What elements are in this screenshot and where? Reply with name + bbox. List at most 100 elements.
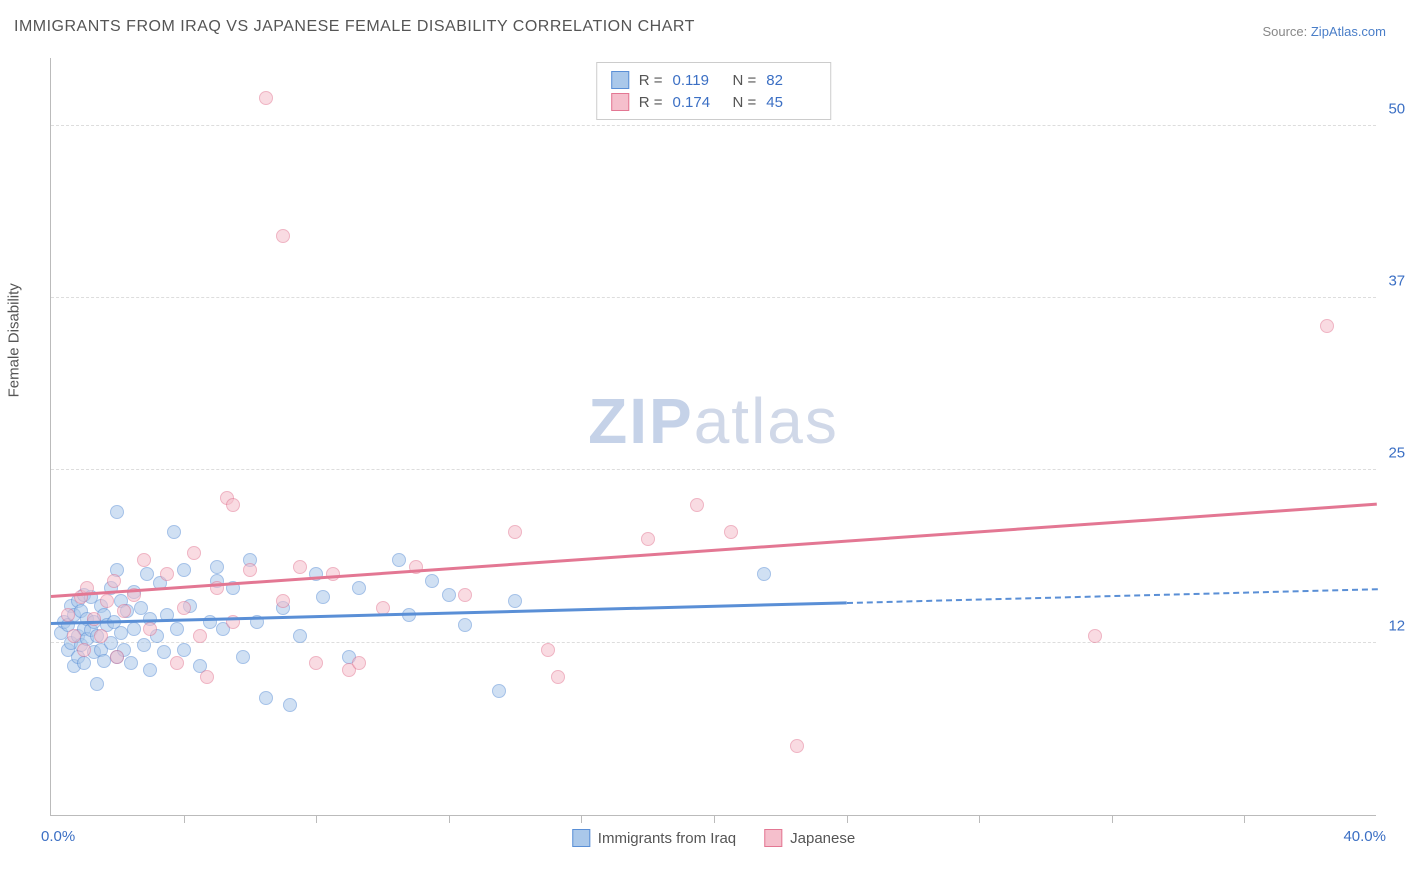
scatter-point (508, 525, 522, 539)
scatter-point (243, 563, 257, 577)
chart-title: IMMIGRANTS FROM IRAQ VS JAPANESE FEMALE … (14, 18, 695, 36)
scatter-point (641, 532, 655, 546)
scatter-point (167, 525, 181, 539)
scatter-point (551, 670, 565, 684)
legend-swatch (611, 93, 629, 111)
x-tick (714, 815, 715, 823)
r-value: 0.174 (673, 94, 723, 111)
scatter-point (177, 563, 191, 577)
n-value: 82 (766, 72, 816, 89)
scatter-point (276, 229, 290, 243)
scatter-point (200, 670, 214, 684)
scatter-point (293, 560, 307, 574)
scatter-point (77, 656, 91, 670)
scatter-point (193, 629, 207, 643)
scatter-point (236, 650, 250, 664)
scatter-point (87, 612, 101, 626)
scatter-point (293, 629, 307, 643)
scatter-point (458, 588, 472, 602)
scatter-point (259, 91, 273, 105)
scatter-point (160, 567, 174, 581)
scatter-point (124, 656, 138, 670)
scatter-point (117, 604, 131, 618)
series-legend: Immigrants from Iraq Japanese (572, 829, 855, 847)
scatter-point (61, 608, 75, 622)
scatter-point (170, 656, 184, 670)
scatter-point (1320, 319, 1334, 333)
legend-row: R = 0.119 N = 82 (611, 69, 817, 91)
r-value: 0.119 (673, 72, 723, 89)
scatter-point (94, 629, 108, 643)
scatter-point (724, 525, 738, 539)
source-link[interactable]: ZipAtlas.com (1311, 24, 1386, 39)
scatter-point (107, 574, 121, 588)
y-tick-label: 25.0% (1388, 445, 1406, 462)
x-tick (1112, 815, 1113, 823)
scatter-point (137, 553, 151, 567)
scatter-point (97, 654, 111, 668)
scatter-point (442, 588, 456, 602)
legend-swatch (572, 829, 590, 847)
legend-label: Immigrants from Iraq (598, 830, 736, 847)
scatter-point (226, 498, 240, 512)
scatter-point (127, 622, 141, 636)
scatter-point (352, 656, 366, 670)
x-tick (1244, 815, 1245, 823)
watermark: ZIPatlas (588, 384, 839, 458)
scatter-point (67, 629, 81, 643)
scatter-point (140, 567, 154, 581)
scatter-point (137, 638, 151, 652)
n-value: 45 (766, 94, 816, 111)
x-tick (449, 815, 450, 823)
legend-swatch (764, 829, 782, 847)
source-prefix: Source: (1262, 24, 1310, 39)
scatter-point (100, 594, 114, 608)
r-label: R = (639, 72, 663, 89)
scatter-point (114, 626, 128, 640)
watermark-atlas: atlas (694, 385, 839, 457)
watermark-zip: ZIP (588, 385, 694, 457)
scatter-point (143, 663, 157, 677)
source-attribution: Source: ZipAtlas.com (1262, 24, 1386, 39)
y-axis-label: Female Disability (6, 283, 23, 397)
scatter-point (309, 656, 323, 670)
x-tick-label: 40.0% (1343, 828, 1386, 845)
scatter-plot: ZIPatlas 12.5%25.0%37.5%50.0%0.0%40.0%R … (50, 58, 1376, 816)
scatter-point (77, 643, 91, 657)
x-tick (316, 815, 317, 823)
scatter-point (177, 643, 191, 657)
legend-label: Japanese (790, 830, 855, 847)
x-tick (184, 815, 185, 823)
scatter-point (508, 594, 522, 608)
x-tick (979, 815, 980, 823)
scatter-point (690, 498, 704, 512)
scatter-point (492, 684, 506, 698)
scatter-point (790, 739, 804, 753)
scatter-point (283, 698, 297, 712)
scatter-point (425, 574, 439, 588)
r-label: R = (639, 94, 663, 111)
scatter-point (187, 546, 201, 560)
scatter-point (757, 567, 771, 581)
legend-swatch (611, 71, 629, 89)
x-tick (581, 815, 582, 823)
x-tick-label: 0.0% (41, 828, 75, 845)
legend-item: Japanese (764, 829, 855, 847)
scatter-point (352, 581, 366, 595)
gridline (51, 297, 1376, 298)
gridline (51, 125, 1376, 126)
y-tick-label: 50.0% (1388, 100, 1406, 117)
scatter-point (110, 505, 124, 519)
scatter-point (210, 560, 224, 574)
scatter-point (326, 567, 340, 581)
scatter-point (276, 594, 290, 608)
gridline (51, 469, 1376, 470)
scatter-point (170, 622, 184, 636)
scatter-point (541, 643, 555, 657)
scatter-point (90, 677, 104, 691)
x-tick (847, 815, 848, 823)
legend-row: R =0.174N =45 (611, 91, 817, 113)
n-label: N = (733, 72, 757, 89)
scatter-point (177, 601, 191, 615)
scatter-point (259, 691, 273, 705)
